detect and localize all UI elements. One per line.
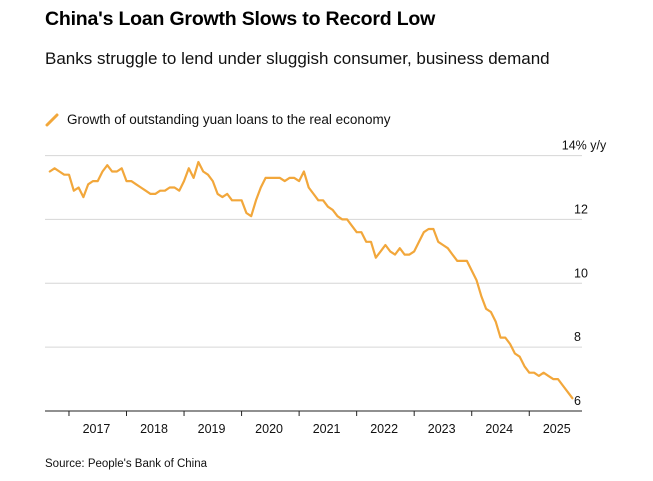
x-tick-label: 2019: [198, 422, 226, 436]
x-tick-label: 2018: [140, 422, 168, 436]
y-tick-label: 14% y/y: [562, 139, 607, 153]
x-tick-label: 2025: [543, 422, 571, 436]
x-tick-label: 2020: [255, 422, 283, 436]
x-axis: [45, 410, 582, 416]
legend-swatch: [45, 113, 59, 127]
chart-subtitle: Banks struggle to lend under sluggish co…: [45, 49, 550, 68]
y-tick-label: 10: [574, 266, 588, 280]
y-tick-label: 12: [574, 202, 588, 216]
legend-label: Growth of outstanding yuan loans to the …: [67, 111, 391, 127]
x-tick-label: 2023: [428, 422, 456, 436]
y-tick-label: 6: [574, 394, 581, 408]
y-axis-labels: 6 8 10 12 14% y/y: [562, 139, 607, 408]
source-note: Source: People's Bank of China: [45, 458, 208, 470]
legend: Growth of outstanding yuan loans to the …: [45, 111, 390, 127]
y-tick-label: 8: [574, 330, 581, 344]
x-tick-label: 2021: [313, 422, 341, 436]
x-tick-label: 2022: [370, 422, 398, 436]
grid-lines: [45, 155, 582, 348]
x-tick-label: 2017: [83, 422, 111, 436]
x-axis-labels: 2017 2018 2019 2020 2021 2022 2023 2024 2025: [83, 422, 571, 436]
series-line-0: [48, 160, 574, 400]
chart-title: China's Loan Growth Slows to Record Low: [45, 8, 436, 30]
series-area: [48, 160, 574, 400]
x-tick-label: 2024: [485, 422, 513, 436]
